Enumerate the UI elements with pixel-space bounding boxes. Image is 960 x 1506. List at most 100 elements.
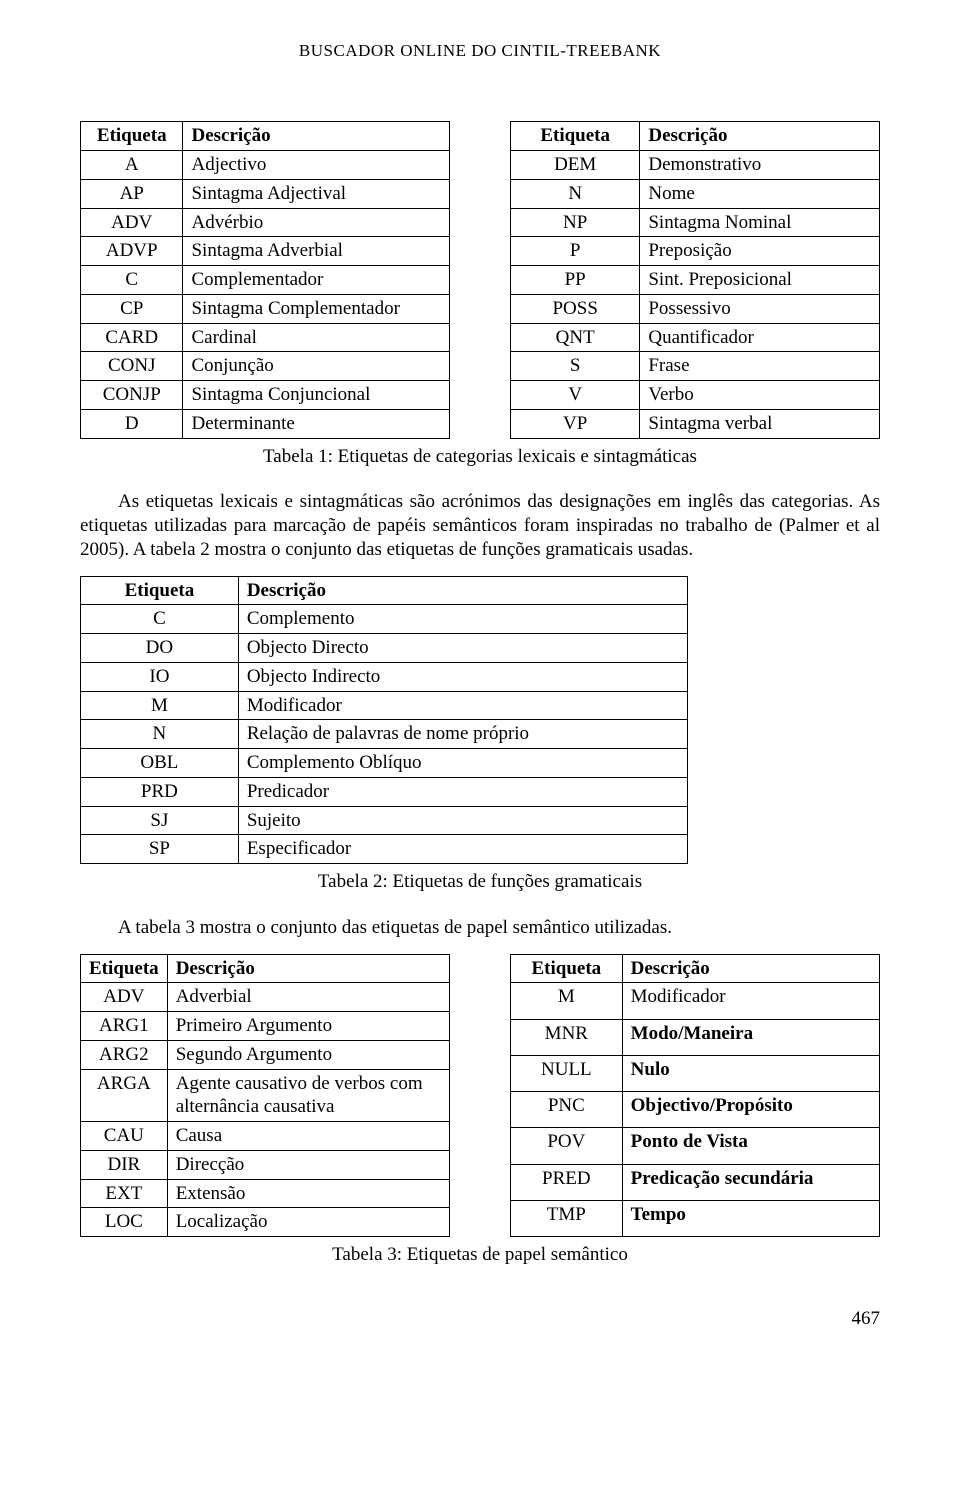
table-row: PREDPredicação secundária: [511, 1164, 880, 1200]
cell-tag: NP: [511, 208, 640, 237]
cell-tag: CP: [81, 294, 183, 323]
cell-tag: EXT: [81, 1179, 168, 1208]
cell-tag: CONJ: [81, 352, 183, 381]
cell-tag: PRD: [81, 777, 239, 806]
cell-tag: P: [511, 237, 640, 266]
cell-tag: V: [511, 381, 640, 410]
cell-desc: Advérbio: [183, 208, 450, 237]
cell-desc: Modificador: [622, 983, 879, 1019]
cell-tag: ARG1: [81, 1012, 168, 1041]
cell-desc: Especificador: [238, 835, 687, 864]
cell-desc: Localização: [167, 1208, 449, 1237]
cell-tag: TMP: [511, 1200, 623, 1236]
cell-tag: IO: [81, 662, 239, 691]
cell-tag: ARGA: [81, 1069, 168, 1122]
table-header-row: Etiqueta Descrição: [81, 122, 450, 151]
table-row: ADVPSintagma Adverbial: [81, 237, 450, 266]
table-row: NPSintagma Nominal: [511, 208, 880, 237]
table-header-row: Etiqueta Descrição: [81, 576, 688, 605]
cell-tag: DIR: [81, 1150, 168, 1179]
cell-tag: PRED: [511, 1164, 623, 1200]
cell-tag: QNT: [511, 323, 640, 352]
table-row: MModificador: [81, 691, 688, 720]
table-row: DDeterminante: [81, 409, 450, 438]
cell-desc: Adverbial: [167, 983, 449, 1012]
table-row: VVerbo: [511, 381, 880, 410]
cell-tag: POSS: [511, 294, 640, 323]
cell-desc: Sintagma Conjuncional: [183, 381, 450, 410]
cell-desc: Ponto de Vista: [622, 1128, 879, 1164]
cell-desc: Frase: [640, 352, 880, 381]
cell-tag: C: [81, 605, 239, 634]
cell-desc: Relação de palavras de nome próprio: [238, 720, 687, 749]
cell-desc: Demonstrativo: [640, 151, 880, 180]
paragraph: A tabela 3 mostra o conjunto das etiquet…: [80, 916, 880, 940]
cell-tag: A: [81, 151, 183, 180]
col-header: Descrição: [183, 122, 450, 151]
cell-tag: M: [511, 983, 623, 1019]
table-row: CComplementador: [81, 266, 450, 295]
cell-tag: SJ: [81, 806, 239, 835]
cell-desc: Complementador: [183, 266, 450, 295]
table1-container: Etiqueta Descrição AAdjectivoAPSintagma …: [80, 121, 880, 438]
table-header-row: Etiqueta Descrição: [511, 122, 880, 151]
cell-desc: Sintagma Adjectival: [183, 179, 450, 208]
cell-desc: Quantificador: [640, 323, 880, 352]
cell-desc: Complemento Oblíquo: [238, 749, 687, 778]
cell-desc: Sintagma Complementador: [183, 294, 450, 323]
cell-tag: VP: [511, 409, 640, 438]
table-row: OBLComplemento Oblíquo: [81, 749, 688, 778]
table2-caption: Tabela 2: Etiquetas de funções gramatica…: [80, 870, 880, 894]
table-row: ADVAdvérbio: [81, 208, 450, 237]
cell-tag: CARD: [81, 323, 183, 352]
cell-tag: M: [81, 691, 239, 720]
cell-desc: Modificador: [238, 691, 687, 720]
table-row: ADVAdverbial: [81, 983, 450, 1012]
cell-tag: D: [81, 409, 183, 438]
table-row: CComplemento: [81, 605, 688, 634]
cell-desc: Segundo Argumento: [167, 1040, 449, 1069]
table-row: CAUCausa: [81, 1122, 450, 1151]
cell-tag: N: [81, 720, 239, 749]
cell-desc: Determinante: [183, 409, 450, 438]
table-row: ARG2Segundo Argumento: [81, 1040, 450, 1069]
cell-desc: Sintagma Adverbial: [183, 237, 450, 266]
col-header: Etiqueta: [511, 954, 623, 983]
table2-container: Etiqueta Descrição CComplementoDOObjecto…: [80, 576, 880, 865]
cell-desc: Objecto Directo: [238, 634, 687, 663]
cell-tag: ADVP: [81, 237, 183, 266]
table3-caption: Tabela 3: Etiquetas de papel semântico: [80, 1243, 880, 1267]
table-row: DOObjecto Directo: [81, 634, 688, 663]
cell-desc: Nulo: [622, 1055, 879, 1091]
col-header: Descrição: [622, 954, 879, 983]
table-row: POSSPossessivo: [511, 294, 880, 323]
table-row: POVPonto de Vista: [511, 1128, 880, 1164]
cell-tag: CAU: [81, 1122, 168, 1151]
cell-desc: Predicador: [238, 777, 687, 806]
paragraph: As etiquetas lexicais e sintagmáticas sã…: [80, 490, 880, 561]
cell-tag: AP: [81, 179, 183, 208]
cell-desc: Tempo: [622, 1200, 879, 1236]
table-row: NRelação de palavras de nome próprio: [81, 720, 688, 749]
table-row: CPSintagma Complementador: [81, 294, 450, 323]
table-header-row: Etiqueta Descrição: [81, 954, 450, 983]
cell-tag: POV: [511, 1128, 623, 1164]
table1-caption: Tabela 1: Etiquetas de categorias lexica…: [80, 445, 880, 469]
cell-desc: Possessivo: [640, 294, 880, 323]
table-row: PNCObjectivo/Propósito: [511, 1092, 880, 1128]
col-header: Etiqueta: [81, 954, 168, 983]
cell-desc: Preposição: [640, 237, 880, 266]
col-header: Descrição: [640, 122, 880, 151]
cell-desc: Sintagma verbal: [640, 409, 880, 438]
table2: Etiqueta Descrição CComplementoDOObjecto…: [80, 576, 688, 865]
col-header: Etiqueta: [81, 122, 183, 151]
cell-tag: NULL: [511, 1055, 623, 1091]
col-header: Descrição: [167, 954, 449, 983]
cell-tag: ARG2: [81, 1040, 168, 1069]
table-row: DEMDemonstrativo: [511, 151, 880, 180]
cell-desc: Objecto Indirecto: [238, 662, 687, 691]
col-header: Etiqueta: [81, 576, 239, 605]
cell-desc: Sint. Preposicional: [640, 266, 880, 295]
cell-desc: Cardinal: [183, 323, 450, 352]
table-row: ARG1Primeiro Argumento: [81, 1012, 450, 1041]
